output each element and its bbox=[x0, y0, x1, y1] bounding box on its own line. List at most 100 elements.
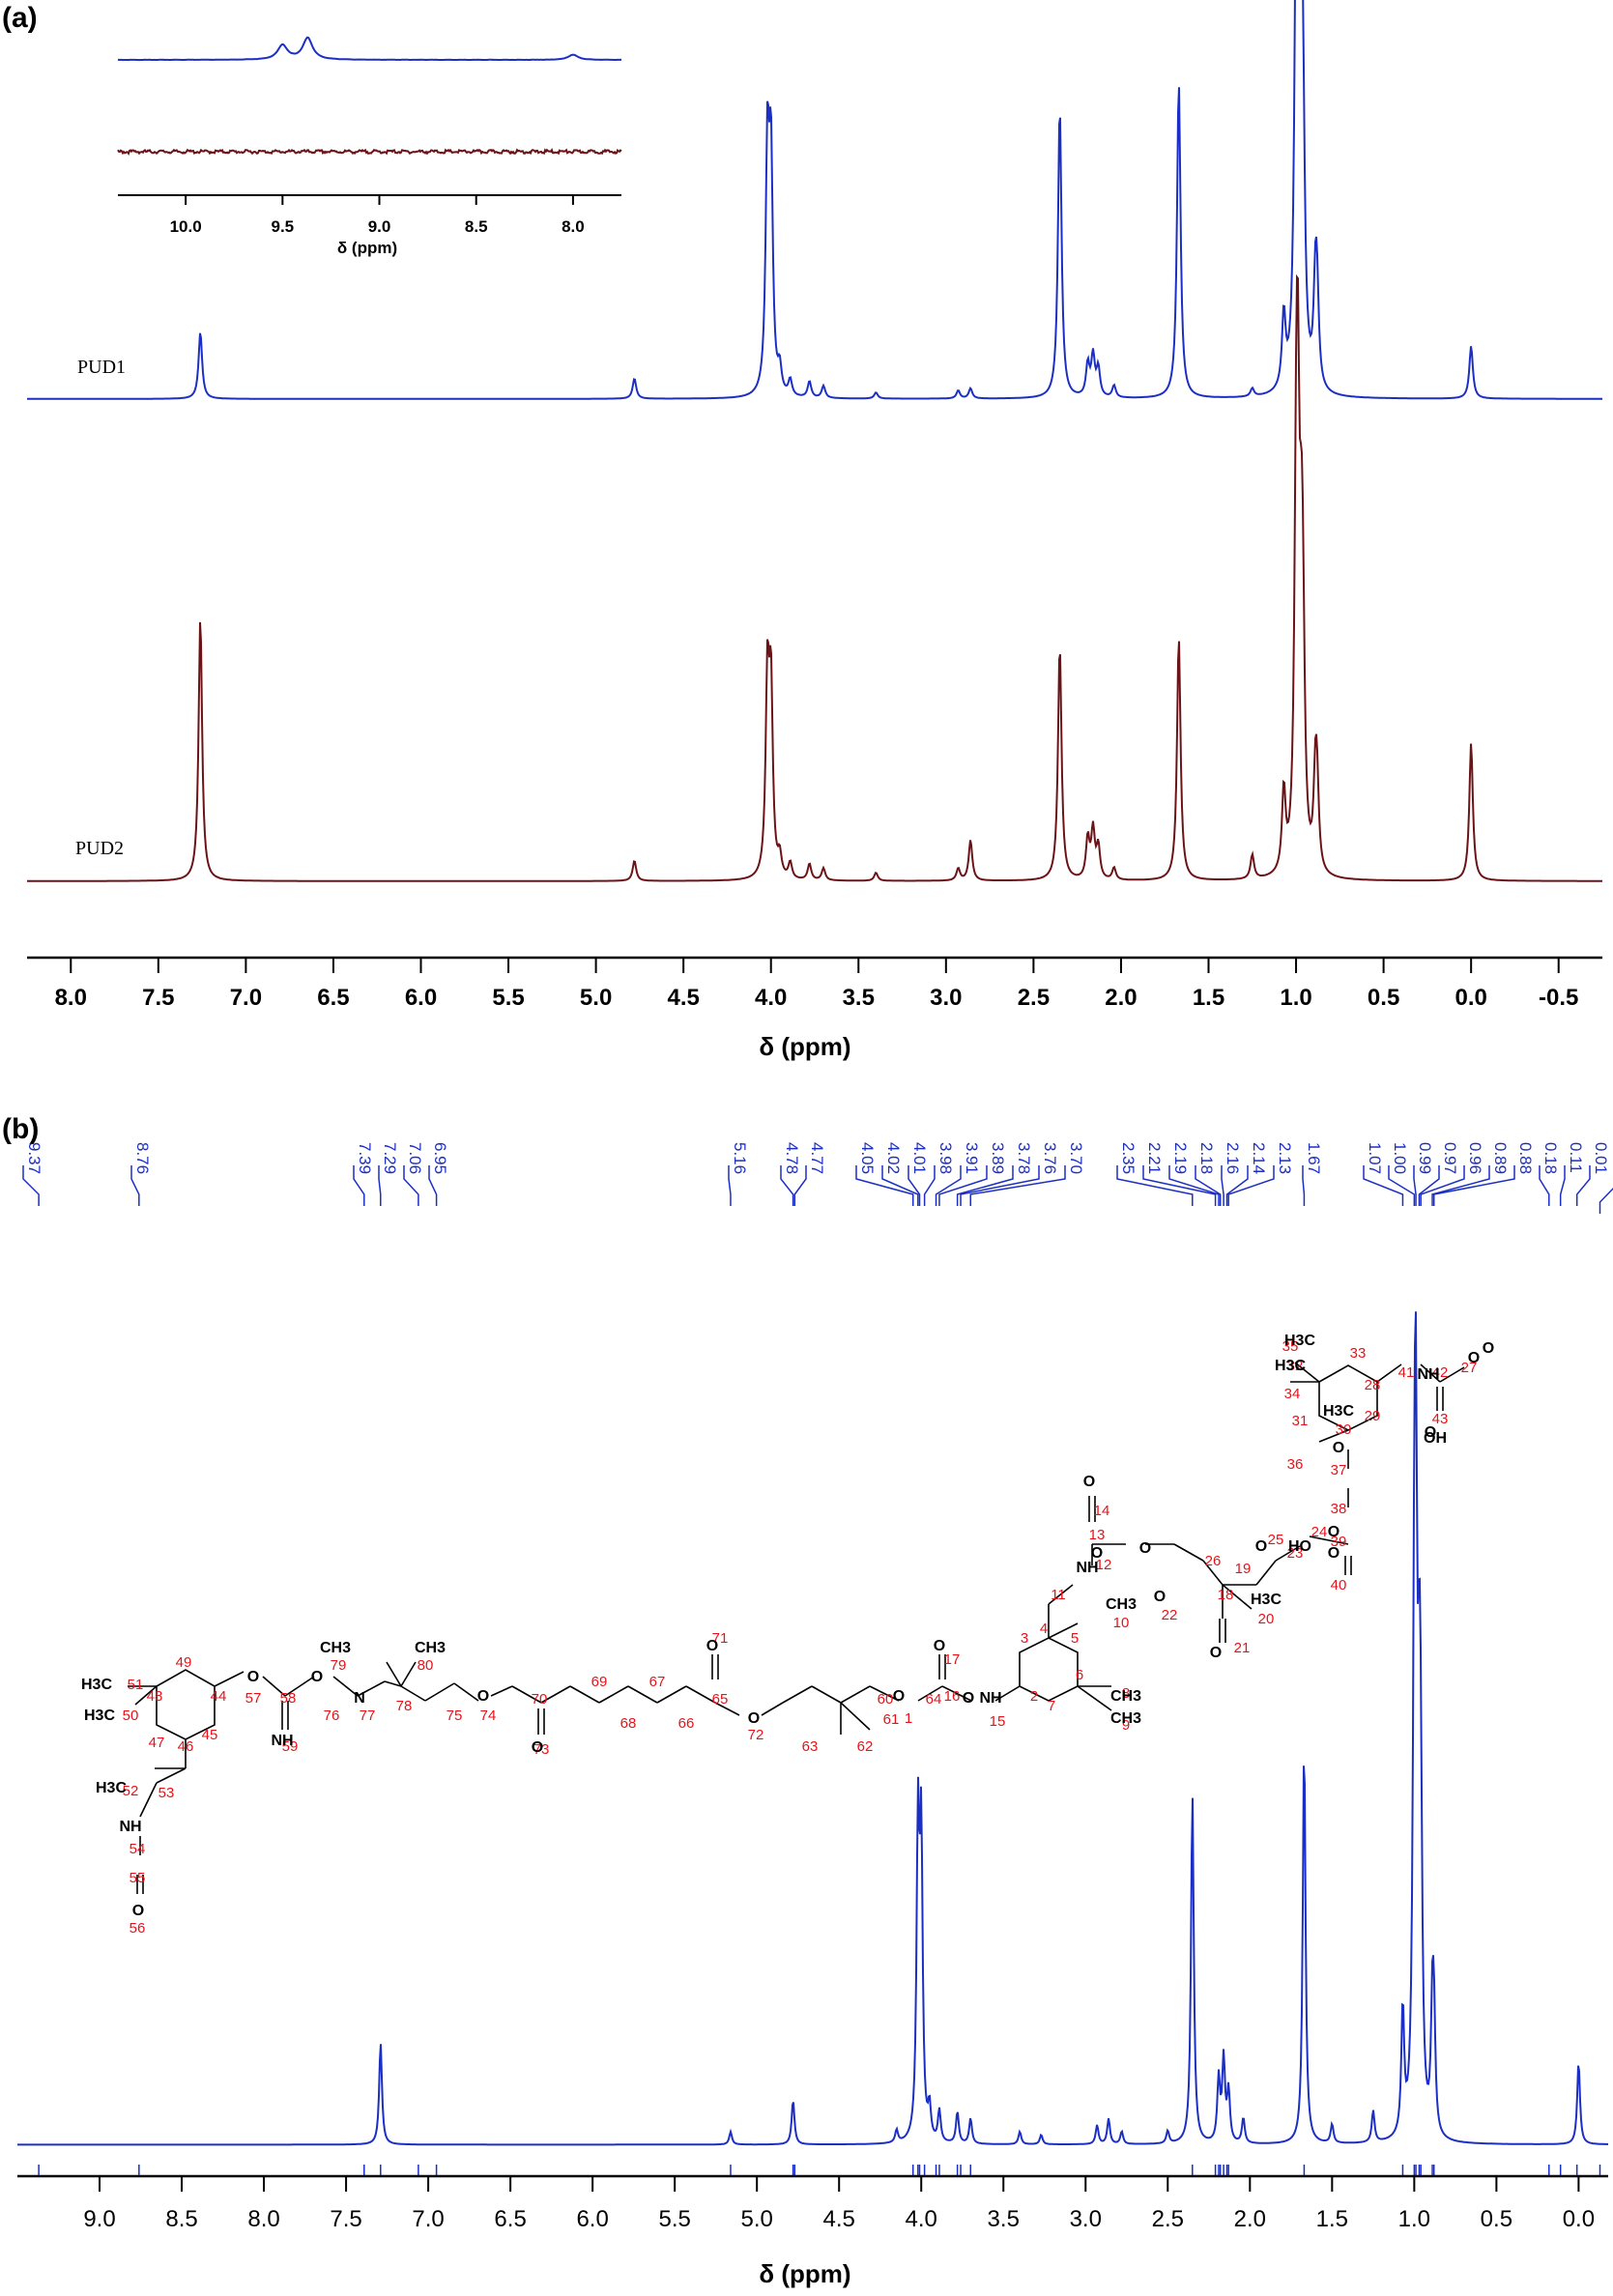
x-tick-label: 3.5 bbox=[988, 2206, 1020, 2232]
atom-number: 24 bbox=[1311, 1524, 1328, 1540]
peak-label: 2.14 bbox=[1250, 1142, 1268, 1174]
atom-number: 57 bbox=[245, 1690, 262, 1707]
methyl-group: CH3 bbox=[1110, 1688, 1141, 1705]
peak-label: 7.29 bbox=[381, 1142, 399, 1174]
x-tick-label: 2.5 bbox=[1152, 2206, 1184, 2232]
methyl-group: H3C bbox=[1275, 1358, 1306, 1374]
peak-label: 4.77 bbox=[808, 1142, 826, 1174]
atom-number: 3 bbox=[1021, 1630, 1028, 1647]
peak-label: 4.02 bbox=[884, 1142, 903, 1174]
atom-number: 75 bbox=[446, 1708, 463, 1724]
x-axis-ticks-a: 8.0 7.5 7.0 6.5 6.0 5.5 5.0 4.5 4.0 3.5 3.0 2.5 2.0 1… bbox=[55, 958, 1578, 1011]
x-tick-label: 6.5 bbox=[494, 2206, 526, 2232]
x-tick-label: 2.0 bbox=[1234, 2206, 1266, 2232]
atom-number: 72 bbox=[748, 1727, 764, 1743]
peak-label-leader bbox=[1302, 1165, 1306, 1206]
x-tick-label: 3.5 bbox=[843, 985, 875, 1011]
peak-label: 6.95 bbox=[431, 1142, 449, 1174]
inset-pud1-line bbox=[117, 36, 622, 62]
methyl-group: H3C bbox=[81, 1677, 112, 1693]
x-tick-label: 6.0 bbox=[576, 2206, 608, 2232]
inset-x-axis-ticks: 10.0 9.5 9.0 8.5 8.0 bbox=[170, 195, 585, 236]
peak-label-leader bbox=[1433, 1165, 1515, 1206]
x-tick-label: 1.5 bbox=[1193, 985, 1224, 1011]
x-axis-label-b: δ (ppm) bbox=[759, 2259, 850, 2288]
atom-number: 73 bbox=[533, 1741, 550, 1758]
atom-number: 18 bbox=[1218, 1587, 1234, 1603]
structure-atom: N bbox=[354, 1690, 365, 1707]
atom-number: 47 bbox=[149, 1735, 165, 1751]
atom-number: 77 bbox=[360, 1708, 376, 1724]
methyl-group: CH3 bbox=[1106, 1596, 1137, 1613]
structure-atom: NH bbox=[1417, 1366, 1439, 1383]
x-tick-label: 4.5 bbox=[667, 985, 699, 1011]
atom-number: 60 bbox=[878, 1691, 894, 1708]
atom-number: 29 bbox=[1365, 1408, 1381, 1424]
x-tick-label: 1.0 bbox=[1280, 985, 1311, 1011]
x-tick-label: 3.0 bbox=[1070, 2206, 1102, 2232]
structure-atom: O bbox=[477, 1688, 489, 1705]
peak-label: 4.05 bbox=[858, 1142, 877, 1174]
atom-number: 17 bbox=[944, 1651, 961, 1668]
peak-label-leader bbox=[1388, 1165, 1416, 1206]
x-tick-label: 8.5 bbox=[465, 217, 488, 236]
structure-atom: O bbox=[1154, 1589, 1166, 1605]
atom-number: 52 bbox=[123, 1783, 139, 1799]
x-tick-label: 7.5 bbox=[330, 2206, 361, 2232]
x-tick-label: 8.0 bbox=[247, 2206, 279, 2232]
peak-label-leader bbox=[956, 1165, 1014, 1206]
peak-label: 2.18 bbox=[1197, 1142, 1216, 1174]
atom-number: 61 bbox=[883, 1711, 900, 1728]
atom-number: 15 bbox=[990, 1713, 1006, 1730]
structure-atom: O bbox=[1483, 1340, 1494, 1357]
x-tick-label: 5.0 bbox=[580, 985, 612, 1011]
structure-atom: NH bbox=[271, 1733, 293, 1749]
atom-number: 1 bbox=[905, 1710, 912, 1727]
atom-number: 56 bbox=[130, 1920, 146, 1937]
structure-atom: O bbox=[532, 1739, 543, 1756]
peak-label-leader bbox=[1559, 1165, 1566, 1206]
x-axis-ticks-b: 9.0 8.5 8.0 7.5 7.0 6.5 6.0 5.5 5.0 4.5 4.0 3.5 3.0 2… bbox=[83, 2176, 1595, 2232]
structure-atom: NH bbox=[119, 1819, 141, 1835]
atom-number: 35 bbox=[1282, 1338, 1299, 1355]
atom-number: 11 bbox=[1051, 1587, 1066, 1603]
peak-label-leader bbox=[1168, 1165, 1220, 1206]
atom-number: 58 bbox=[280, 1690, 297, 1707]
x-tick-label: 4.0 bbox=[906, 2206, 937, 2232]
peak-labels: 9.37 8.76 7.39 7.29 7.06 6.95 5.16 4.78 4.77 4.05… bbox=[22, 1142, 1613, 2176]
x-tick-label: 7.0 bbox=[230, 985, 262, 1011]
methyl-group: H3C bbox=[96, 1780, 127, 1796]
peak-label: 0.97 bbox=[1441, 1142, 1459, 1174]
structure-atom: O bbox=[934, 1638, 945, 1654]
peak-label-leader bbox=[353, 1165, 365, 1206]
atom-number: 69 bbox=[591, 1674, 608, 1690]
pud2-spectrum-line bbox=[27, 273, 1602, 882]
structure-atom: O bbox=[1083, 1474, 1095, 1490]
atom-number: 31 bbox=[1292, 1413, 1309, 1429]
peak-label: 3.91 bbox=[963, 1142, 981, 1174]
x-tick-label: 5.5 bbox=[492, 985, 524, 1011]
atom-number: 65 bbox=[712, 1691, 729, 1708]
peak-label-leader bbox=[780, 1165, 794, 1206]
atom-number: 62 bbox=[857, 1738, 874, 1755]
peak-label: 0.01 bbox=[1592, 1142, 1610, 1174]
inset-pud2-line bbox=[117, 147, 622, 156]
peak-label: 3.70 bbox=[1067, 1142, 1085, 1174]
panel-a-chart: PUD1 PUD2 8.0 7.5 7.0 6.5 6.0 5.5 5.0 4.5 4.0 3.5… bbox=[27, 0, 1602, 1061]
peak-label-leader bbox=[728, 1165, 732, 1206]
atom-number: 46 bbox=[178, 1738, 194, 1755]
structure-labels: 1234567891011121314151617181920212223242… bbox=[81, 1333, 1494, 1937]
atom-number: 80 bbox=[418, 1657, 434, 1674]
peak-label-leader bbox=[1599, 1187, 1613, 1214]
atom-number: 70 bbox=[532, 1691, 548, 1708]
peak-label-leader bbox=[130, 1165, 140, 1206]
x-tick-label: 8.0 bbox=[55, 985, 87, 1011]
peak-label: 1.00 bbox=[1391, 1142, 1409, 1174]
atom-number: 25 bbox=[1268, 1532, 1284, 1548]
x-tick-label: 2.0 bbox=[1105, 985, 1137, 1011]
chemical-structure: 1234567891011121314151617181920212223242… bbox=[81, 1333, 1494, 1937]
x-tick-label: 5.0 bbox=[740, 2206, 772, 2232]
x-tick-label: 0.5 bbox=[1368, 985, 1399, 1011]
structure-bonds bbox=[128, 1362, 1465, 1894]
